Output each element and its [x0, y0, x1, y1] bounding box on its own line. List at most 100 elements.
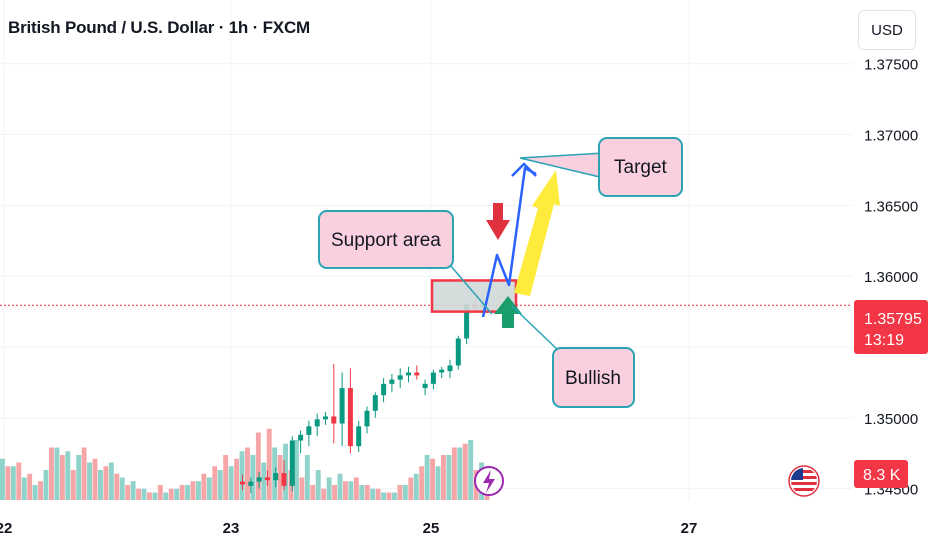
volume-bar-up	[119, 477, 125, 500]
volume-bar-down	[70, 470, 76, 500]
bullish-callout-text: Bullish	[565, 368, 621, 389]
volume-bar-down	[16, 462, 22, 500]
volume-bar-down	[397, 485, 403, 500]
volume-bar-up	[468, 440, 474, 500]
candle-body	[298, 434, 304, 441]
volume-bar-down	[277, 455, 283, 500]
volume-bar-down	[299, 477, 305, 500]
volume-bar-up	[348, 481, 354, 500]
yellow-up-arrow	[514, 170, 560, 296]
candle-body	[406, 372, 411, 376]
target-callout-box	[598, 137, 683, 197]
volume-bar-up	[32, 485, 38, 500]
candle-body	[289, 440, 295, 486]
candle-body	[364, 410, 370, 427]
candle-body	[372, 395, 378, 411]
volume-bar-up	[370, 488, 376, 500]
volume-bar-up	[0, 458, 5, 500]
green-up-arrow	[494, 296, 522, 328]
volume-bar-down	[332, 485, 338, 500]
volume-bar-down	[92, 458, 98, 500]
volume-bar-down	[114, 473, 120, 500]
current-price-value: 1.35795	[864, 311, 922, 328]
volume-bar-up	[196, 481, 201, 500]
bar-countdown: 13:19	[864, 332, 904, 349]
grid-lines	[0, 0, 852, 500]
support-callout-text: Support area	[331, 230, 441, 251]
volume-bar-down	[223, 455, 229, 500]
candle-body	[455, 338, 461, 366]
support-callout-box	[318, 210, 454, 269]
candle-body	[389, 379, 395, 384]
volume-bar-up	[446, 455, 452, 500]
volume-bar-up	[152, 492, 158, 500]
volume-bar-up	[65, 451, 71, 500]
candle-body	[323, 416, 328, 420]
volume-bar-down	[375, 488, 381, 500]
volume-bar-down	[168, 488, 174, 500]
y-tick-label: 1.36500	[864, 198, 918, 215]
time-axis[interactable]: 22 23 25 27	[0, 520, 697, 537]
candle-body	[447, 365, 453, 372]
volume-bar-up	[381, 492, 387, 500]
volume-bar-up	[304, 455, 310, 500]
volume-bar-down	[234, 458, 240, 500]
volume-bar-down	[59, 455, 65, 500]
red-down-arrow	[486, 203, 510, 240]
volume-bar-up	[359, 485, 365, 500]
volume-bar-up	[98, 470, 103, 500]
lightning-icon[interactable]	[474, 466, 504, 496]
candle-body	[339, 388, 345, 424]
volume-bar-up	[43, 470, 49, 500]
volume-value: 8.3 K	[863, 467, 901, 484]
candle-body	[356, 426, 362, 447]
candle-body	[347, 388, 353, 447]
volume-bar-down	[179, 485, 185, 500]
candle-body	[248, 481, 254, 486]
candle-body	[439, 369, 445, 373]
volume-bar-down	[125, 485, 131, 500]
candle-body	[381, 383, 387, 396]
volume-bar-up	[294, 440, 299, 500]
target-callout-text: Target	[614, 157, 668, 178]
us-flag-icon[interactable]	[788, 465, 820, 497]
currency-button[interactable]: USD	[858, 10, 916, 50]
volume-bar-up	[54, 447, 60, 500]
candle-body	[314, 419, 320, 427]
candle-body	[464, 304, 470, 339]
candle-body	[264, 477, 270, 481]
volume-bar-down	[462, 443, 468, 500]
y-tick-label: 1.35000	[864, 411, 918, 428]
volume-bar-up	[21, 477, 27, 500]
volume-bar-down	[255, 432, 261, 500]
x-tick-label: 27	[681, 520, 698, 537]
volume-bar-up	[185, 485, 191, 500]
bullish-callout-box	[552, 347, 635, 408]
price-axis[interactable]: 1.375001.370001.365001.360001.355001.350…	[864, 57, 918, 499]
volume-bar-up	[337, 473, 343, 500]
volume-bar-up	[217, 470, 223, 500]
volume-bar-down	[451, 447, 457, 500]
volume-bars	[0, 428, 490, 500]
bullish-callout-pointer	[511, 305, 561, 353]
projected-path-arrowhead	[511, 162, 537, 177]
volume-bar-up	[457, 447, 463, 500]
candle-body	[281, 473, 287, 486]
candle-body	[240, 481, 245, 485]
volume-bar-down	[353, 477, 359, 500]
x-tick-label: 25	[423, 520, 440, 537]
candle-body	[306, 426, 312, 435]
x-tick-label: 23	[223, 520, 240, 537]
volume-bar-down	[441, 455, 446, 500]
volume-bar-down	[190, 481, 196, 500]
volume-bar-down	[430, 458, 436, 500]
volume-bar-down	[27, 473, 33, 500]
volume-bar-up	[130, 481, 136, 500]
volume-bar-up	[206, 477, 212, 500]
volume-bar-up	[315, 470, 321, 500]
y-tick-label: 1.36000	[864, 269, 918, 286]
volume-bar-down	[103, 466, 109, 500]
volume-bar-up	[141, 488, 147, 500]
volume-bar-down	[5, 466, 11, 500]
